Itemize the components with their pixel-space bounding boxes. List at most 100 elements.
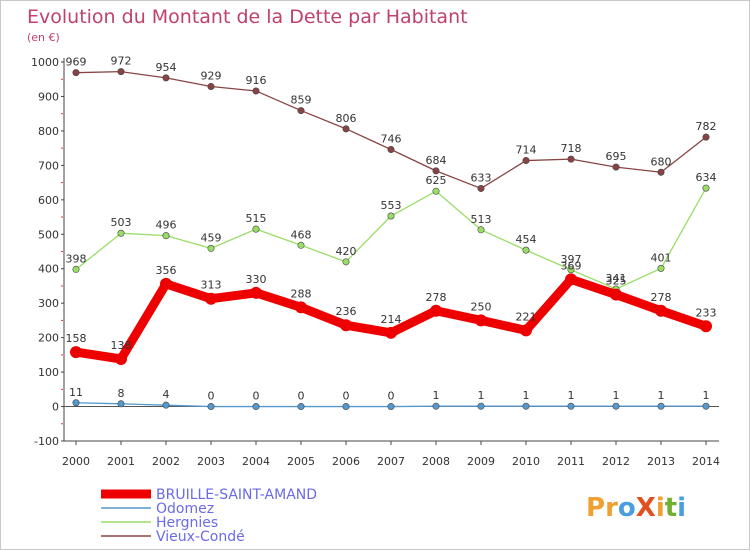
data-label-hergnies: 397 [561, 253, 582, 266]
x-tick-label: 2005 [287, 455, 315, 468]
data-label-odomez: 1 [433, 389, 440, 402]
data-label-hergnies: 496 [156, 219, 177, 232]
x-tick-label: 2008 [422, 455, 450, 468]
data-point-hergnies [342, 258, 350, 266]
logo-letter: t [665, 493, 677, 523]
data-label-odomez: 1 [568, 389, 575, 402]
legend-label: Vieux-Condé [156, 529, 245, 545]
y-tick-label: 1000 [31, 56, 59, 69]
legend: BRUILLE-SAINT-AMANDOdomezHergniesVieux-C… [101, 487, 317, 545]
data-point-vieux-cond- [162, 74, 170, 82]
y-tick-label: 300 [38, 297, 59, 310]
data-point-hergnies [117, 229, 125, 237]
x-tick-label: 2000 [62, 455, 90, 468]
data-point-bruille-saint-amand [205, 292, 217, 305]
data-point-bruille-saint-amand [430, 304, 442, 317]
data-point-vieux-cond- [72, 69, 80, 77]
data-point-bruille-saint-amand [520, 324, 532, 337]
data-label-bruille-saint-amand: 138 [111, 339, 132, 352]
data-point-odomez [702, 402, 710, 410]
data-label-hergnies: 503 [111, 216, 132, 229]
data-label-odomez: 0 [253, 390, 260, 403]
data-point-bruille-saint-amand [160, 277, 172, 290]
y-tick-label: 600 [38, 194, 59, 207]
data-label-bruille-saint-amand: 325 [606, 275, 627, 288]
data-point-bruille-saint-amand [610, 288, 622, 301]
data-point-hergnies [477, 226, 485, 234]
y-tick-label: 400 [38, 263, 59, 276]
data-point-bruille-saint-amand [475, 314, 487, 327]
y-tick-label: 700 [38, 159, 59, 172]
data-label-odomez: 1 [523, 389, 530, 402]
series-group [70, 68, 712, 411]
data-point-bruille-saint-amand [115, 352, 127, 365]
data-point-bruille-saint-amand [700, 320, 712, 333]
data-point-hergnies [252, 225, 260, 233]
legend-label: Hergnies [156, 515, 218, 531]
data-point-vieux-cond- [297, 107, 305, 115]
data-label-bruille-saint-amand: 330 [246, 273, 267, 286]
axes: -100010020030040050060070080090010002000… [31, 56, 720, 468]
data-point-odomez [567, 402, 575, 410]
y-tick-label: 100 [38, 366, 59, 379]
data-point-hergnies [207, 244, 215, 252]
y-tick-label: 500 [38, 228, 59, 241]
data-label-vieux-cond-: 806 [336, 112, 357, 125]
x-tick-label: 2009 [467, 455, 495, 468]
y-tick-label: -100 [34, 435, 59, 448]
data-label-vieux-cond-: 680 [651, 155, 672, 168]
data-label-vieux-cond-: 718 [561, 142, 582, 155]
legend-label: Odomez [156, 501, 214, 517]
data-label-odomez: 0 [388, 390, 395, 403]
y-tick-label: 0 [52, 401, 59, 414]
data-label-bruille-saint-amand: 369 [561, 259, 582, 272]
x-tick-label: 2012 [602, 455, 630, 468]
data-point-vieux-cond- [117, 68, 125, 76]
data-point-bruille-saint-amand [565, 273, 577, 286]
data-point-bruille-saint-amand [70, 346, 82, 359]
data-label-vieux-cond-: 746 [381, 133, 402, 146]
x-tick-label: 2007 [377, 455, 405, 468]
data-label-bruille-saint-amand: 356 [156, 264, 177, 277]
data-label-vieux-cond-: 916 [246, 74, 267, 87]
data-point-hergnies [387, 212, 395, 220]
data-label-hergnies: 513 [471, 213, 492, 226]
y-tick-label: 800 [38, 125, 59, 138]
data-label-odomez: 1 [478, 389, 485, 402]
data-point-odomez [477, 402, 485, 410]
chart-subtitle: (en €) [27, 31, 60, 44]
data-point-odomez [252, 403, 260, 411]
data-label-vieux-cond-: 782 [696, 120, 717, 133]
data-point-hergnies [72, 265, 80, 273]
data-label-bruille-saint-amand: 278 [426, 291, 447, 304]
data-label-hergnies: 634 [696, 171, 717, 184]
data-label-bruille-saint-amand: 158 [66, 332, 87, 345]
proxiti-logo: ProXiti [586, 493, 686, 523]
data-labels: 969 972 954 929 916 859 806 746 684 633 714 718 695 6… [66, 55, 717, 403]
data-label-bruille-saint-amand: 236 [336, 305, 357, 318]
data-point-odomez [612, 402, 620, 410]
data-point-bruille-saint-amand [295, 301, 307, 314]
data-point-vieux-cond- [207, 82, 215, 90]
logo-letter: o [618, 493, 636, 523]
data-label-bruille-saint-amand: 233 [696, 306, 717, 319]
y-tick-label: 200 [38, 332, 59, 345]
x-tick-label: 2003 [197, 455, 225, 468]
data-label-bruille-saint-amand: 250 [471, 300, 492, 313]
data-point-vieux-cond- [657, 168, 665, 176]
data-label-hergnies: 398 [66, 252, 87, 265]
data-label-hergnies: 341 [606, 272, 627, 285]
logo-letter: i [656, 493, 665, 523]
data-label-vieux-cond-: 954 [156, 61, 177, 74]
data-point-hergnies [297, 241, 305, 249]
data-label-bruille-saint-amand: 288 [291, 287, 312, 300]
data-label-hergnies: 468 [291, 228, 312, 241]
data-point-hergnies [702, 184, 710, 192]
y-tick-label: 900 [38, 90, 59, 103]
data-label-odomez: 1 [703, 389, 710, 402]
data-label-vieux-cond-: 972 [111, 55, 132, 68]
logo-letter: P [586, 493, 605, 523]
data-label-hergnies: 625 [426, 174, 447, 187]
data-point-odomez [117, 400, 125, 408]
